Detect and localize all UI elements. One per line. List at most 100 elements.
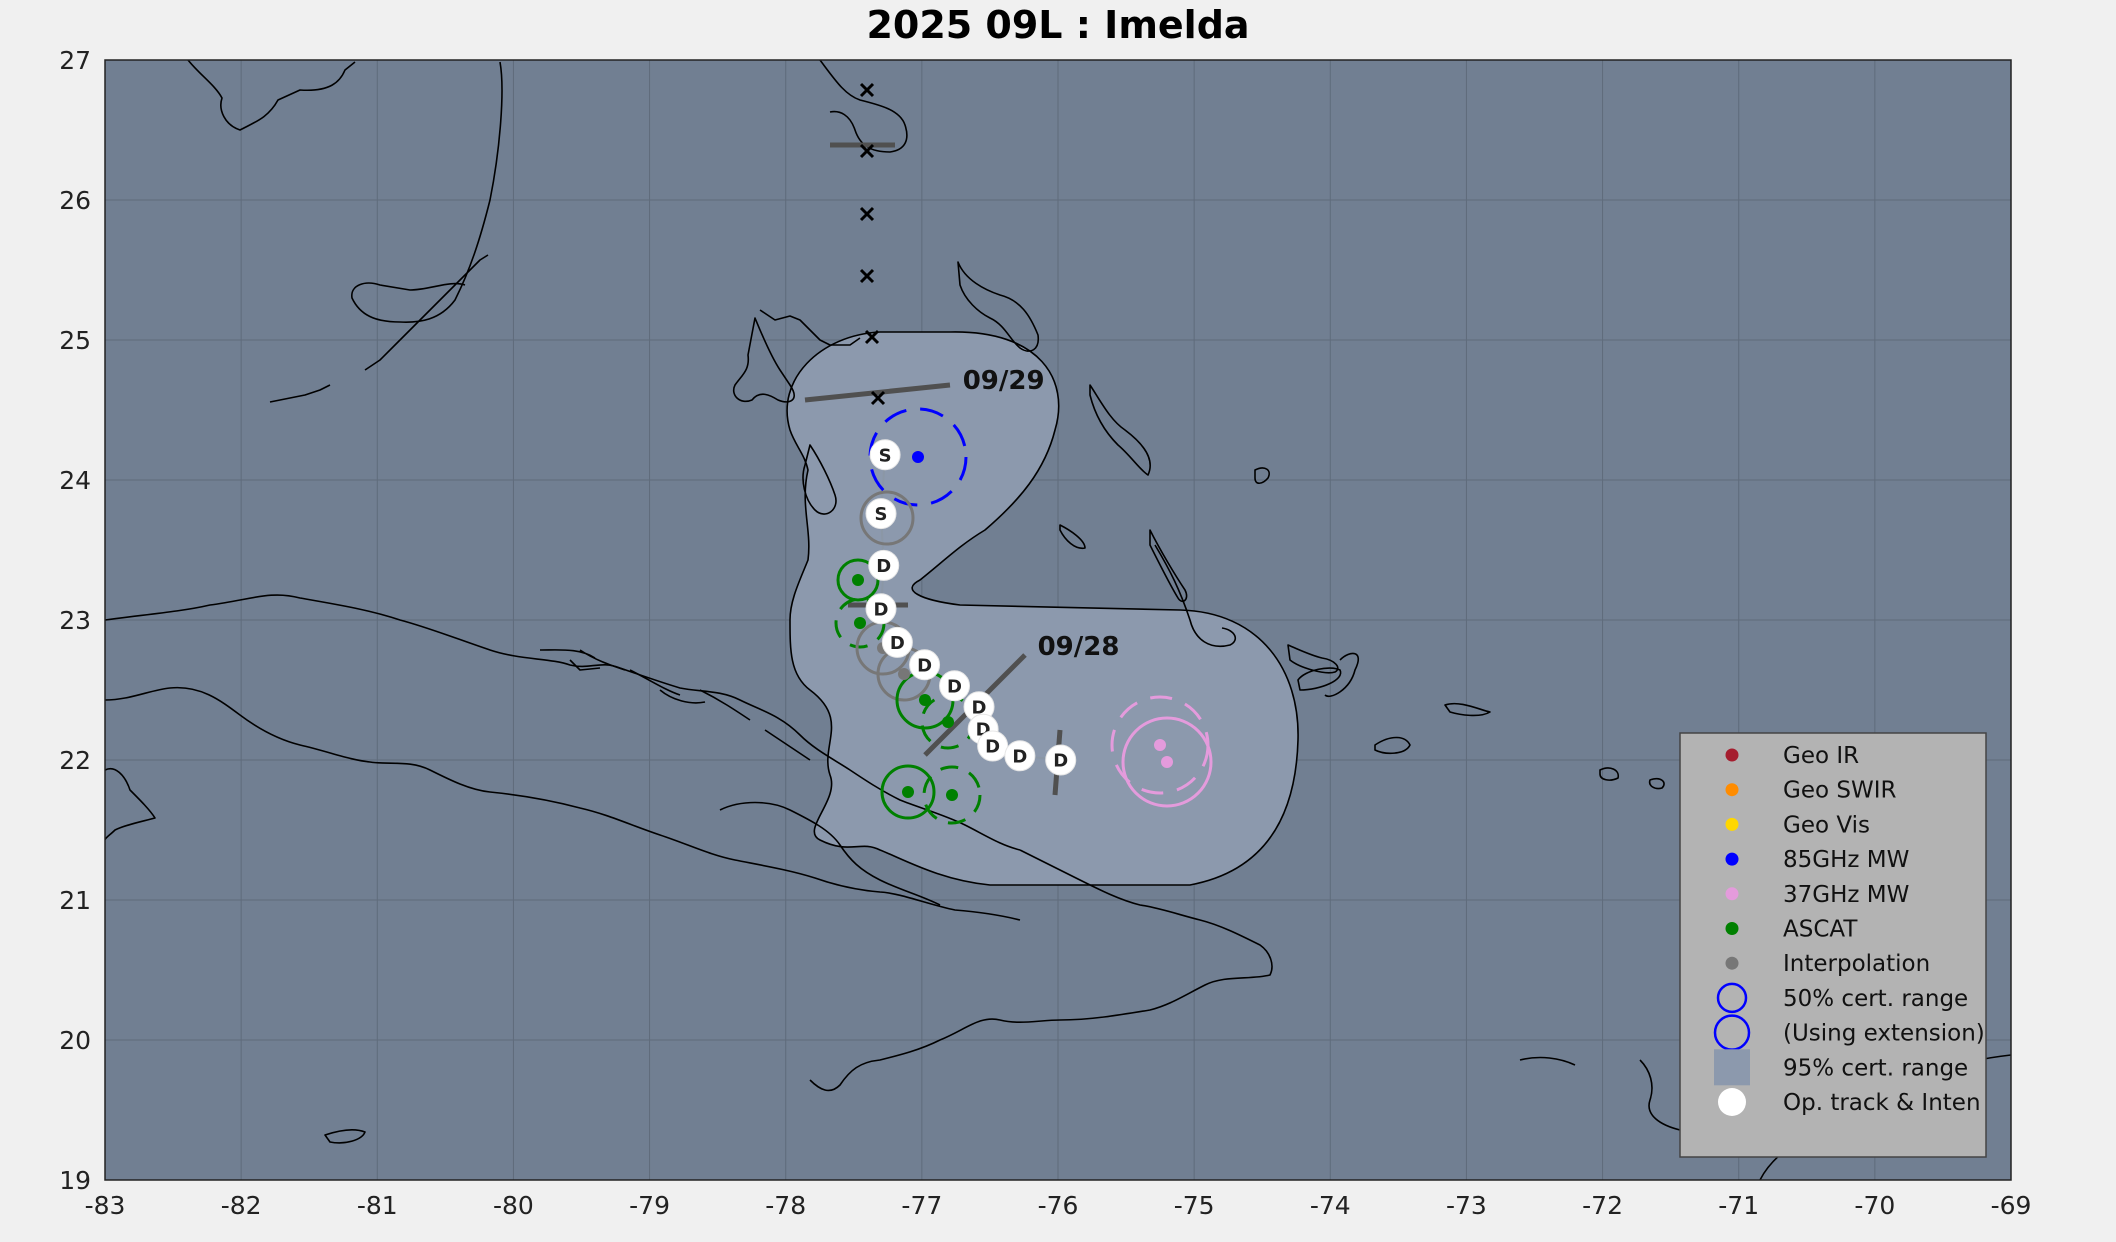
op-track-dot [881, 626, 913, 658]
op-track-intensity: D [876, 556, 891, 577]
legend-label: 85GHz MW [1783, 847, 1909, 873]
legend-entry: Geo Vis [1725, 812, 1870, 838]
mw37-ring [1121, 716, 1213, 808]
x-tick-label: -81 [357, 1191, 398, 1220]
ascat-dot [902, 786, 914, 798]
cross-marker [859, 143, 875, 159]
legend-entry: 95% cert. range [1714, 1049, 1968, 1086]
y-tick-label: 25 [59, 326, 91, 355]
legend-label: Geo IR [1783, 743, 1859, 769]
ascat-ring [922, 765, 982, 825]
y-tick-label: 20 [59, 1026, 91, 1055]
x-tick-label: -74 [1310, 1191, 1351, 1220]
op-track-dot [1004, 740, 1036, 772]
legend-label: Geo SWIR [1783, 778, 1896, 804]
y-tick-label: 19 [59, 1166, 91, 1195]
turks-caicos [1599, 767, 1665, 790]
ascat-ring [836, 558, 880, 602]
op-track-dot [868, 549, 900, 581]
legend-label: Op. track & Inten [1783, 1090, 1981, 1116]
op-track-point: D [1004, 740, 1036, 772]
ascat-dot [852, 574, 864, 586]
cross-marker [859, 206, 875, 222]
y-tick-label: 23 [59, 606, 91, 635]
mw85-dot [912, 451, 924, 463]
legend-entry: 37GHz MW [1725, 882, 1909, 908]
legend-white-dot [1718, 1088, 1746, 1116]
legend: Geo IR Geo SWIR Geo Vis 85GHz MW 37GHz MW ASC… [1679, 732, 1987, 1158]
day-labels: 09/29 09/28 [963, 366, 1120, 662]
x-tick-label: -75 [1174, 1191, 1215, 1220]
ascat-dot [919, 694, 931, 706]
legend-ring [1716, 982, 1748, 1014]
long-island [1059, 524, 1188, 602]
mw85-ring [868, 407, 968, 507]
ascat-dot [946, 789, 958, 801]
legend-label: Geo Vis [1783, 812, 1870, 838]
op-track-intensity: D [1012, 746, 1027, 767]
op-track-point: D [939, 670, 971, 702]
ascat-dot [942, 716, 954, 728]
x-tick-label: -77 [901, 1191, 942, 1220]
legend-square [1714, 1049, 1750, 1086]
mw37-dot [1154, 739, 1166, 751]
legend-label: 37GHz MW [1783, 882, 1909, 908]
op-track-intensity: D [874, 599, 889, 620]
x-tick-label: -78 [765, 1191, 806, 1220]
op-track-point: D [868, 549, 900, 581]
certainty-95-region [786, 331, 1299, 886]
cat-island [1089, 384, 1151, 476]
cuba-east [1019, 849, 1273, 1021]
legend-label: (Using extension) [1783, 1021, 1985, 1047]
legend-box [1679, 732, 1987, 1158]
op-track-dot [865, 593, 897, 625]
legend-label: 50% cert. range [1783, 986, 1968, 1012]
op-track-intensity: S [879, 445, 892, 466]
op-track-point: D [909, 649, 941, 681]
op-track-point: S [869, 439, 901, 471]
legend-dot [1725, 887, 1739, 901]
interp-ring [859, 490, 915, 546]
andros-south [802, 444, 837, 515]
legend-dot [1725, 956, 1739, 970]
x-tick-label: -79 [629, 1191, 670, 1220]
legend-dot [1725, 748, 1739, 762]
ascat-ring [880, 764, 936, 820]
inagua [1374, 702, 1491, 755]
legend-label: ASCAT [1783, 917, 1858, 943]
legend-entry: 50% cert. range [1716, 982, 1968, 1014]
day-label: 09/29 [963, 366, 1045, 396]
san-salvador [1254, 467, 1270, 485]
op-track-point: D [977, 730, 1009, 762]
op-track-intensity: D [947, 676, 962, 697]
x-tick-label: -73 [1446, 1191, 1487, 1220]
isla-juventud [324, 1129, 366, 1144]
op-track-intensity: D [1053, 751, 1068, 772]
op-track-intensity: D [972, 697, 987, 718]
cross-markers [859, 82, 886, 406]
cross-marker [859, 268, 875, 284]
andros [733, 309, 861, 403]
op-track-dot [869, 439, 901, 471]
florida-coast [187, 60, 503, 323]
op-track-point: D [881, 626, 913, 658]
op-track-dot [939, 670, 971, 702]
x-axis-ticks: -83 -82 -81 -80 -79 -78 -77 -76 -75 -74 -73 -72 -71 -… [85, 1191, 2032, 1220]
op-track-point: D [865, 593, 897, 625]
legend-entry: Geo IR [1725, 743, 1859, 769]
op-track-point: S [865, 498, 897, 530]
day-label: 09/28 [1038, 632, 1120, 662]
coastlines [105, 60, 2011, 1180]
x-tick-label: -76 [1038, 1191, 1079, 1220]
interp-dot [898, 668, 910, 680]
x-tick-label: -69 [1991, 1191, 2032, 1220]
x-tick-label: -70 [1854, 1191, 1895, 1220]
florida-keys [269, 254, 489, 403]
ascat-dot [854, 617, 866, 629]
plot-frame [104, 59, 2012, 1181]
y-tick-label: 26 [59, 186, 91, 215]
little-bahama [819, 60, 908, 153]
y-tick-label: 22 [59, 746, 91, 775]
